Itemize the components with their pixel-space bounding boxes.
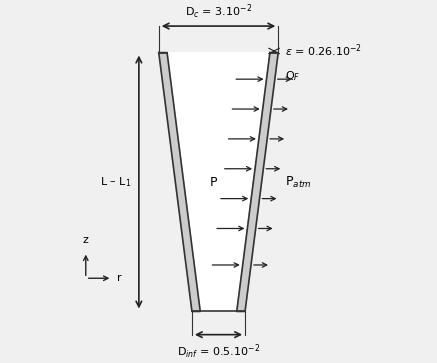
Text: Q$_F$: Q$_F$ (285, 69, 300, 83)
Text: D$_c$ = 3.10$^{-2}$: D$_c$ = 3.10$^{-2}$ (185, 3, 252, 21)
Text: P: P (210, 176, 217, 188)
Polygon shape (237, 53, 278, 311)
Text: $\varepsilon$ = 0.26.10$^{-2}$: $\varepsilon$ = 0.26.10$^{-2}$ (285, 43, 362, 59)
Text: P$_{atm}$: P$_{atm}$ (285, 175, 311, 189)
Text: z: z (83, 235, 89, 245)
Polygon shape (159, 53, 200, 311)
Polygon shape (167, 53, 270, 311)
Text: D$_{inf}$ = 0.5.10$^{-2}$: D$_{inf}$ = 0.5.10$^{-2}$ (177, 343, 260, 361)
Text: L – L$_1$: L – L$_1$ (100, 175, 132, 189)
Text: r: r (117, 273, 122, 283)
